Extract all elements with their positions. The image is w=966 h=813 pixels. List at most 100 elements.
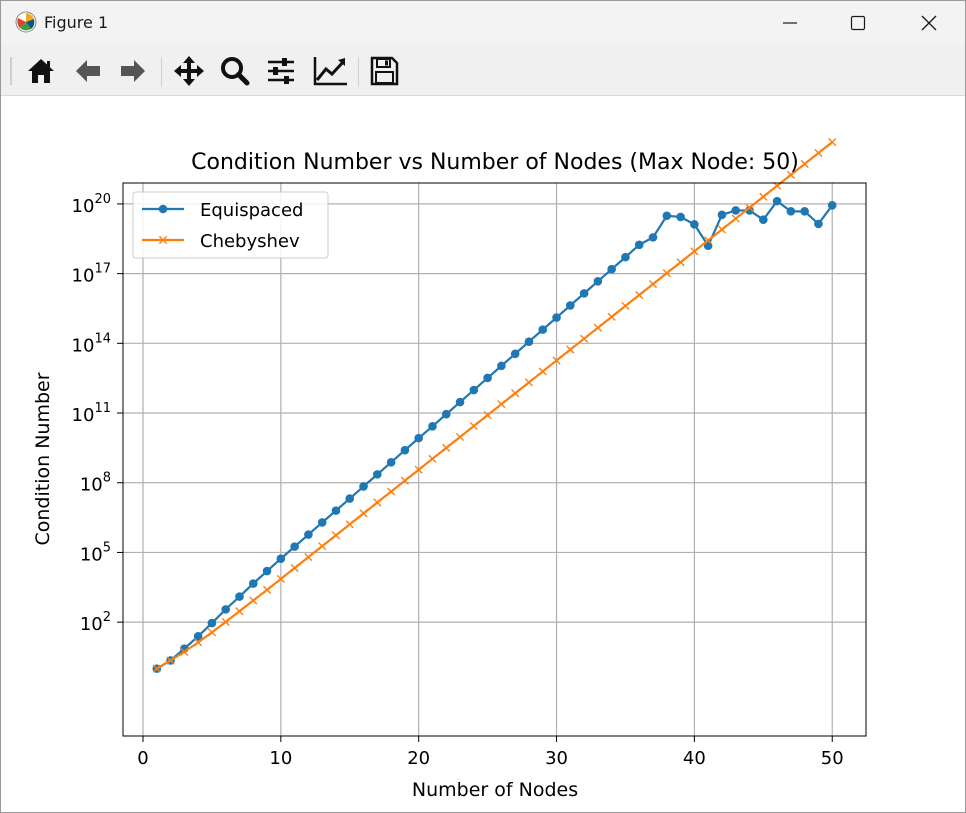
axes-frame	[122, 182, 867, 737]
edit-axis-button[interactable]	[310, 54, 347, 88]
data-point	[497, 400, 506, 409]
data-point	[538, 367, 547, 376]
y-tick-exponent: 20	[94, 192, 111, 207]
x-tick-label: 30	[545, 748, 568, 769]
data-point	[524, 378, 534, 387]
data-point	[690, 247, 699, 256]
data-point	[621, 301, 630, 311]
data-point	[428, 421, 437, 431]
save-button[interactable]	[366, 54, 402, 88]
back-button[interactable]	[70, 54, 106, 88]
y-tick-label: 105	[80, 540, 111, 565]
grid-lines	[123, 183, 866, 736]
y-tick-label: 1020	[72, 192, 111, 217]
legend-label: Equispaced	[200, 200, 303, 221]
data-point	[580, 334, 589, 343]
y-tick-label: 102	[80, 610, 111, 635]
data-point	[469, 385, 479, 395]
y-tick-label: 108	[80, 471, 111, 496]
data-point	[634, 240, 644, 250]
zoom-magnifier-icon	[221, 57, 250, 86]
data-point	[276, 574, 285, 584]
data-point	[207, 618, 217, 628]
data-point	[359, 509, 368, 518]
maximize-button[interactable]	[835, 1, 881, 45]
data-point	[662, 269, 671, 278]
forward-arrow-icon	[121, 60, 145, 82]
data-point	[814, 219, 823, 229]
data-point	[827, 201, 837, 210]
data-point	[455, 397, 465, 407]
data-point	[717, 225, 727, 234]
data-point	[511, 389, 520, 398]
y-tick-label: 1017	[72, 262, 111, 287]
data-point	[442, 443, 451, 452]
data-point	[359, 482, 368, 491]
data-point	[579, 289, 589, 298]
data-point	[400, 476, 409, 485]
data-point	[194, 638, 203, 647]
data-point	[676, 258, 685, 267]
toolbar-grip	[10, 57, 12, 85]
legend-swatch-marker	[158, 235, 168, 245]
data-point	[524, 337, 534, 346]
legend-label: Chebyshev	[200, 231, 300, 252]
data-point	[607, 264, 616, 274]
data-point	[290, 542, 299, 551]
y-tick-exponent: 8	[103, 471, 111, 486]
data-point	[235, 607, 244, 616]
data-point	[386, 457, 396, 467]
title-bar: Figure 1	[1, 1, 965, 45]
data-point	[248, 579, 258, 588]
data-point	[607, 312, 616, 321]
data-point	[414, 433, 423, 443]
matplotlib-logo-icon	[15, 11, 37, 33]
data-point	[745, 203, 754, 212]
data-point	[152, 664, 161, 673]
y-tick-base: 10	[72, 266, 95, 287]
maximize-icon	[850, 15, 866, 31]
data-point	[455, 432, 465, 442]
data-point	[180, 647, 189, 656]
data-point	[331, 531, 341, 540]
data-point	[235, 592, 244, 601]
minimize-button[interactable]	[767, 1, 813, 45]
pan-move-icon	[174, 56, 204, 86]
figure-canvas[interactable]: 0 10 20 30 40 50 102 105 108 1011 1014 1017 1020 Con…	[1, 96, 965, 812]
y-tick-label: 1014	[72, 331, 111, 356]
data-point	[690, 220, 699, 229]
data-point	[262, 585, 272, 594]
legend-swatch-marker	[158, 204, 168, 214]
close-button[interactable]	[906, 1, 952, 45]
data-point	[593, 276, 603, 286]
data-point	[166, 656, 175, 665]
y-tick-exponent: 2	[103, 610, 111, 625]
data-point	[510, 349, 520, 359]
y-tick-base: 10	[80, 544, 103, 565]
data-point	[772, 196, 782, 206]
data-point	[290, 563, 299, 573]
y-tick-label: 1011	[72, 401, 111, 426]
data-point	[731, 206, 741, 215]
zoom-button[interactable]	[217, 54, 253, 88]
data-point	[552, 356, 561, 365]
x-tick-label: 0	[137, 748, 148, 769]
data-point	[221, 605, 230, 614]
data-point	[800, 207, 809, 216]
data-point	[717, 210, 727, 220]
data-point	[676, 212, 685, 222]
pan-button[interactable]	[171, 54, 207, 88]
configure-subplots-button[interactable]	[263, 54, 299, 88]
save-disk-icon	[370, 56, 399, 86]
forward-button[interactable]	[115, 54, 151, 88]
y-tick-base: 10	[80, 475, 103, 496]
toolbar-separator	[358, 57, 359, 87]
y-tick-base: 10	[72, 335, 95, 356]
data-point	[483, 411, 492, 420]
data-point	[704, 236, 713, 245]
data-point	[373, 470, 382, 479]
home-button[interactable]	[23, 54, 59, 88]
window-title: Figure 1	[44, 13, 109, 32]
series-equispaced	[152, 196, 837, 673]
data-point	[621, 252, 630, 262]
